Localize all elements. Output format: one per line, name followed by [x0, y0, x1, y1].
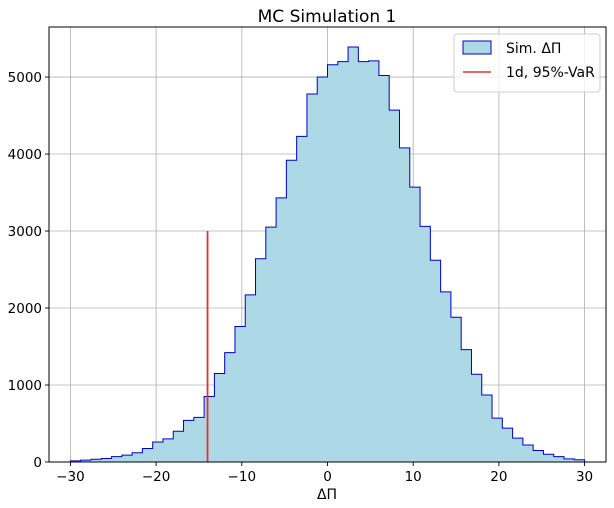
chart-title: MC Simulation 1: [258, 7, 397, 27]
histogram-bar: [502, 428, 513, 462]
histogram-bar: [440, 291, 452, 462]
histogram-bar: [234, 326, 246, 462]
histogram-bar: [543, 454, 555, 462]
legend-swatch-histogram: [462, 40, 492, 55]
histogram-bar: [286, 160, 298, 462]
histogram-bar: [245, 294, 256, 462]
histogram-bar: [80, 460, 92, 462]
histogram-bar: [276, 197, 287, 462]
histogram-bar: [481, 395, 493, 462]
histogram-bar: [306, 93, 318, 462]
histogram-bar: [450, 317, 462, 462]
x-tick-label: 20: [490, 469, 507, 485]
histogram-bar: [358, 61, 370, 462]
y-tick-label: 2000: [8, 301, 42, 317]
histogram-bar: [152, 441, 164, 462]
histogram-bar: [204, 396, 215, 462]
histogram-bar: [492, 418, 503, 462]
histogram-bar: [574, 459, 585, 462]
x-tick-label: −30: [56, 469, 85, 485]
histogram-bar: [296, 136, 308, 462]
x-tick-label: −20: [142, 469, 171, 485]
histogram-bar: [409, 187, 421, 462]
x-tick-label: 10: [405, 469, 422, 485]
histogram-bar: [90, 459, 102, 462]
histogram-bar: [553, 456, 565, 462]
histogram-bar: [564, 458, 575, 462]
x-tick-label: 0: [323, 469, 332, 485]
histogram-bar: [162, 438, 174, 462]
histogram-bar: [522, 445, 534, 462]
histogram-bar: [317, 77, 328, 462]
y-tick-label: 5000: [8, 70, 42, 86]
histogram-bar: [512, 438, 524, 462]
histogram-bar: [255, 258, 267, 462]
histogram-bar: [348, 47, 359, 462]
histogram-bar: [173, 431, 184, 462]
legend-label-histogram: Sim. ΔΠ: [506, 41, 561, 57]
histogram-bar: [101, 458, 112, 462]
histogram-bar: [193, 417, 205, 462]
histogram-bar: [327, 64, 339, 463]
histogram-bar: [430, 260, 442, 462]
histogram-outline: [69, 46, 586, 462]
histogram-bar: [265, 227, 277, 462]
y-tick-label: 1000: [8, 378, 42, 394]
y-tick-label: 3000: [8, 224, 42, 240]
histogram-bar: [142, 448, 154, 462]
histogram-bar: [389, 110, 400, 462]
x-tick-label: −10: [228, 469, 257, 485]
histogram-bar: [111, 456, 123, 462]
histogram-bar: [121, 455, 133, 462]
histogram-bar: [224, 352, 236, 462]
x-tick-label: 30: [576, 469, 593, 485]
histogram-bar: [378, 75, 390, 462]
histogram-bar: [461, 349, 472, 462]
histogram-bar: [214, 373, 226, 462]
x-axis-label: ΔΠ: [317, 487, 337, 503]
histogram-bar: [399, 147, 411, 462]
histogram-bar: [337, 61, 349, 462]
y-axis-ticks: 0 1000 2000 3000 4000 5000: [8, 70, 49, 471]
legend: Sim. ΔΠ 1d, 95%-VaR: [453, 33, 601, 93]
histogram-bar: [471, 374, 483, 462]
histogram-bar: [420, 226, 431, 462]
histogram-bar: [368, 60, 380, 463]
histogram-bar: [533, 450, 544, 462]
histogram-bar: [132, 452, 143, 462]
histogram-bar: [183, 420, 195, 462]
histogram-bar: [70, 460, 82, 462]
y-tick-label: 0: [33, 455, 42, 471]
x-axis-ticks: −30 −20 −10 0 10 20 30: [56, 462, 593, 485]
histogram-series: [69, 46, 586, 463]
legend-label-var-line: 1d, 95%-VaR: [506, 65, 595, 81]
y-tick-label: 4000: [8, 147, 42, 163]
